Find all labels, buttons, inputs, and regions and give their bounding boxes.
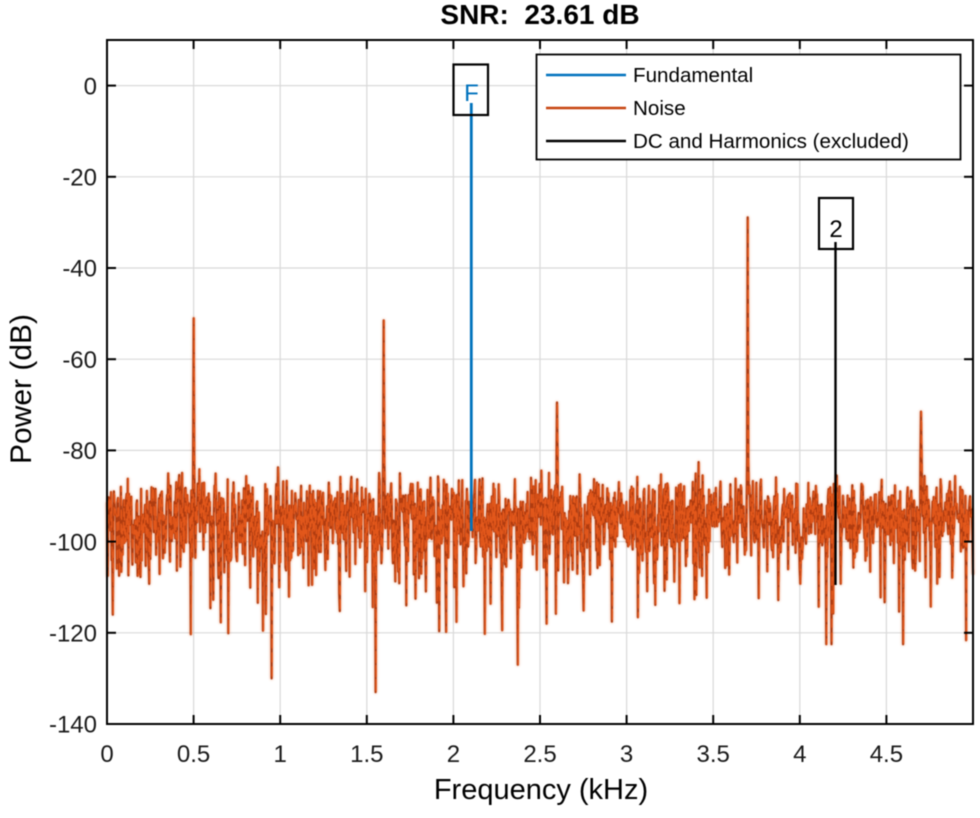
svg-text:-140: -140 bbox=[49, 712, 97, 739]
svg-text:4.5: 4.5 bbox=[870, 741, 903, 768]
svg-text:1.5: 1.5 bbox=[350, 741, 383, 768]
svg-text:-20: -20 bbox=[62, 165, 97, 192]
svg-text:-100: -100 bbox=[49, 529, 97, 556]
svg-text:1: 1 bbox=[274, 741, 287, 768]
svg-text:0.5: 0.5 bbox=[177, 741, 210, 768]
svg-text:4: 4 bbox=[793, 741, 806, 768]
svg-text:-40: -40 bbox=[62, 256, 97, 283]
svg-text:0: 0 bbox=[100, 741, 113, 768]
svg-text:Fundamental: Fundamental bbox=[633, 64, 753, 87]
svg-text:3.5: 3.5 bbox=[697, 741, 730, 768]
svg-text:2: 2 bbox=[829, 216, 842, 243]
svg-text:SNR: 23.61 dB: SNR: 23.61 dB bbox=[440, 0, 639, 30]
svg-text:3: 3 bbox=[620, 741, 633, 768]
svg-text:-60: -60 bbox=[62, 347, 97, 374]
svg-text:F: F bbox=[464, 80, 479, 107]
svg-text:Power (dB): Power (dB) bbox=[5, 314, 38, 464]
svg-text:0: 0 bbox=[84, 73, 97, 100]
svg-text:Frequency (kHz): Frequency (kHz) bbox=[434, 774, 648, 806]
svg-text:Noise: Noise bbox=[633, 97, 686, 120]
svg-text:DC and Harmonics (excluded): DC and Harmonics (excluded) bbox=[633, 130, 909, 153]
svg-text:2.5: 2.5 bbox=[523, 741, 556, 768]
svg-text:-80: -80 bbox=[62, 438, 97, 465]
svg-text:-120: -120 bbox=[49, 621, 97, 648]
svg-text:2: 2 bbox=[447, 741, 460, 768]
